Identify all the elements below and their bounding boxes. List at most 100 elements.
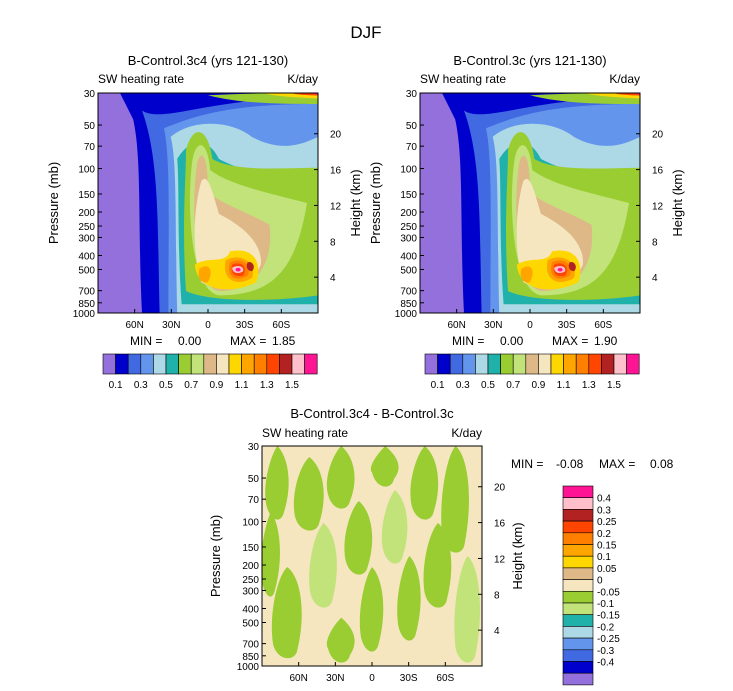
contour-fill bbox=[271, 567, 302, 659]
pressure-tick-label: 70 bbox=[406, 142, 418, 153]
pressure-tick-label: 30 bbox=[406, 89, 418, 100]
panel-2-max-value: 1.90 bbox=[594, 334, 618, 348]
colorbar-swatch bbox=[562, 544, 594, 557]
panel-1-ylabel: Pressure (mb) bbox=[46, 162, 61, 244]
panel-2-units-label: K/day bbox=[609, 72, 640, 86]
panel-3-title: B-Control.3c4 - B-Control.3c bbox=[290, 406, 454, 421]
pressure-tick-label: 850 bbox=[400, 299, 417, 310]
colorbar-swatch bbox=[562, 637, 594, 651]
colorbar-label: 1.1 bbox=[557, 380, 571, 391]
contour-fill bbox=[326, 446, 355, 509]
pressure-tick-label: 150 bbox=[400, 190, 417, 201]
colorbar-swatch bbox=[562, 497, 594, 510]
panel-3-lat-axis: 60N 30N 0 30S 60S bbox=[289, 662, 455, 684]
colorbar-label: 0.1 bbox=[431, 380, 445, 391]
colorbar-label: 1.5 bbox=[285, 380, 299, 391]
lat-tick-label: 30N bbox=[484, 320, 502, 331]
contour-fill bbox=[381, 490, 408, 564]
lat-tick-label: 30N bbox=[326, 673, 344, 684]
panel-2-height-axis: 20 16 12 8 4 bbox=[636, 130, 664, 284]
panel-2-title: B-Control.3c (yrs 121-130) bbox=[453, 53, 606, 68]
colorbar-label: 0.7 bbox=[506, 380, 520, 391]
pressure-tick-label: 30 bbox=[84, 89, 96, 100]
pressure-tick-label: 400 bbox=[78, 252, 95, 263]
pressure-tick-label: 50 bbox=[248, 474, 260, 485]
colorbar-label: 0.7 bbox=[184, 380, 198, 391]
pressure-tick-label: 200 bbox=[78, 208, 95, 219]
panel-2-ylabel: Pressure (mb) bbox=[368, 162, 383, 244]
pressure-tick-label: 250 bbox=[242, 575, 259, 586]
colorbar-swatch bbox=[190, 353, 205, 375]
height-tick-label: 16 bbox=[652, 166, 664, 177]
colorbar-swatch bbox=[279, 353, 293, 375]
contour-fill bbox=[293, 457, 324, 531]
colorbar-swatch bbox=[253, 353, 268, 375]
lat-tick-label: 30N bbox=[162, 320, 180, 331]
lat-tick-label: 0 bbox=[205, 320, 211, 331]
colorbar-swatch bbox=[575, 353, 590, 375]
panel-3-height-axis: 20 16 12 8 4 bbox=[478, 483, 506, 637]
pressure-tick-label: 100 bbox=[78, 165, 95, 176]
colorbar-swatch bbox=[165, 353, 179, 375]
colorbar-swatch bbox=[424, 353, 438, 375]
colorbar-swatch bbox=[115, 353, 129, 375]
panel-3-units-label: K/day bbox=[451, 426, 482, 440]
colorbar-swatch bbox=[562, 590, 594, 604]
height-tick-label: 12 bbox=[494, 554, 506, 565]
colorbar-label: 1.3 bbox=[582, 380, 596, 391]
colorbar-swatch bbox=[449, 353, 464, 375]
colorbar-label: 0.15 bbox=[597, 541, 617, 552]
panel-3-field-label: SW heating rate bbox=[262, 426, 348, 440]
height-tick-label: 16 bbox=[494, 519, 506, 530]
panel-3-max-label: MAX = bbox=[599, 457, 635, 471]
colorbar-label: -0.2 bbox=[597, 622, 615, 633]
panel-1-ylabel-right: Height (km) bbox=[348, 169, 363, 236]
panel-3-min-value: -0.08 bbox=[556, 457, 584, 471]
colorbar-swatch bbox=[563, 353, 577, 375]
pressure-tick-label: 700 bbox=[400, 287, 417, 298]
colorbar-swatch bbox=[562, 555, 594, 569]
height-tick-label: 20 bbox=[494, 483, 506, 494]
colorbar-label: 1.1 bbox=[235, 380, 249, 391]
lat-tick-label: 60N bbox=[125, 320, 143, 331]
colorbar-swatch bbox=[562, 520, 594, 534]
colorbar-swatch bbox=[127, 353, 142, 375]
colorbar-label: 0.3 bbox=[456, 380, 470, 391]
panel-1-field-label: SW heating rate bbox=[98, 72, 184, 86]
pressure-tick-label: 500 bbox=[400, 266, 417, 277]
contour-fill bbox=[359, 567, 384, 652]
height-tick-label: 12 bbox=[652, 201, 664, 212]
pressure-tick-label: 100 bbox=[400, 165, 417, 176]
colorbar-swatch bbox=[562, 661, 594, 674]
colorbar-swatch bbox=[562, 532, 594, 545]
colorbar-label: 0.1 bbox=[109, 380, 123, 391]
panel-2: B-Control.3c (yrs 121-130) SW heating ra… bbox=[368, 53, 685, 391]
lat-tick-label: 60S bbox=[272, 320, 290, 331]
colorbar-label: 0.1 bbox=[597, 552, 611, 563]
panel-3-colorbar: 0.40.30.250.20.150.10.050-0.05-0.1-0.15-… bbox=[562, 485, 620, 686]
colorbar-swatch bbox=[562, 614, 594, 627]
pressure-tick-label: 50 bbox=[406, 121, 418, 132]
height-tick-label: 8 bbox=[652, 237, 658, 248]
colorbar-swatch bbox=[538, 353, 552, 375]
colorbar-swatch bbox=[562, 579, 594, 592]
colorbar-label: 0.4 bbox=[597, 494, 611, 505]
colorbar-swatch bbox=[601, 353, 615, 375]
panel-3: B-Control.3c4 - B-Control.3c SW heating … bbox=[208, 406, 674, 686]
pressure-tick-label: 1000 bbox=[237, 662, 260, 673]
colorbar-swatch bbox=[437, 353, 451, 375]
pressure-tick-label: 700 bbox=[242, 640, 259, 651]
contour-fill bbox=[568, 261, 576, 272]
lat-tick-label: 0 bbox=[527, 320, 533, 331]
contour-fill bbox=[441, 446, 469, 553]
colorbar-label: 0.3 bbox=[134, 380, 148, 391]
colorbar-swatch bbox=[291, 353, 305, 375]
colorbar-label: -0.05 bbox=[597, 587, 620, 598]
panel-2-max-label: MAX = bbox=[552, 334, 588, 348]
colorbar-swatch bbox=[588, 353, 602, 375]
contour-fill bbox=[397, 556, 421, 641]
pressure-tick-label: 1000 bbox=[73, 309, 96, 320]
pressure-tick-label: 500 bbox=[78, 266, 95, 277]
colorbar-swatch bbox=[562, 567, 594, 580]
pressure-tick-label: 100 bbox=[242, 518, 259, 529]
